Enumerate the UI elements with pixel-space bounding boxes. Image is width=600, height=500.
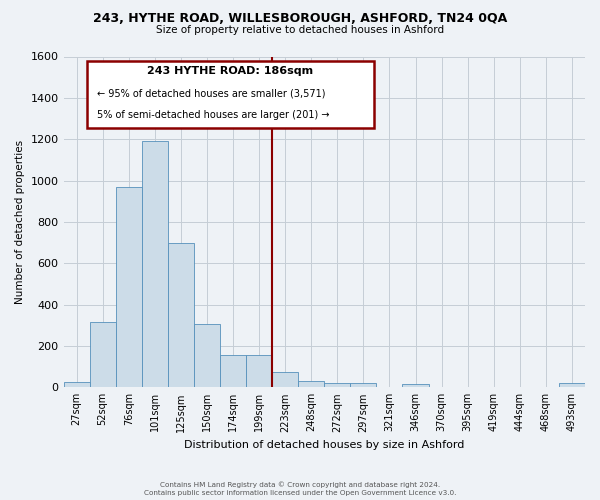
Text: 243, HYTHE ROAD, WILLESBOROUGH, ASHFORD, TN24 0QA: 243, HYTHE ROAD, WILLESBOROUGH, ASHFORD,… (93, 12, 507, 26)
X-axis label: Distribution of detached houses by size in Ashford: Distribution of detached houses by size … (184, 440, 464, 450)
Bar (403, 384, 428, 388)
Bar (89, 322, 116, 388)
Text: ← 95% of detached houses are smaller (3,571): ← 95% of detached houses are smaller (3,… (97, 88, 326, 99)
Bar (168, 242, 194, 388)
Text: 5% of semi-detached houses are larger (201) →: 5% of semi-detached houses are larger (2… (97, 110, 330, 120)
Text: Size of property relative to detached houses in Ashford: Size of property relative to detached ho… (156, 25, 444, 35)
Bar (64, 382, 89, 388)
Y-axis label: Number of detached properties: Number of detached properties (15, 140, 25, 304)
Bar (116, 187, 142, 388)
Text: 243 HYTHE ROAD: 186sqm: 243 HYTHE ROAD: 186sqm (148, 66, 313, 76)
Bar (194, 324, 220, 388)
Bar (272, 372, 298, 388)
Bar (350, 383, 376, 388)
Text: Contains public sector information licensed under the Open Government Licence v3: Contains public sector information licen… (144, 490, 456, 496)
Bar (559, 383, 585, 388)
Bar (298, 381, 324, 388)
Bar (142, 142, 168, 388)
FancyBboxPatch shape (87, 62, 374, 128)
Bar (220, 356, 246, 388)
Bar (246, 356, 272, 388)
Text: Contains HM Land Registry data © Crown copyright and database right 2024.: Contains HM Land Registry data © Crown c… (160, 481, 440, 488)
Bar (324, 383, 350, 388)
